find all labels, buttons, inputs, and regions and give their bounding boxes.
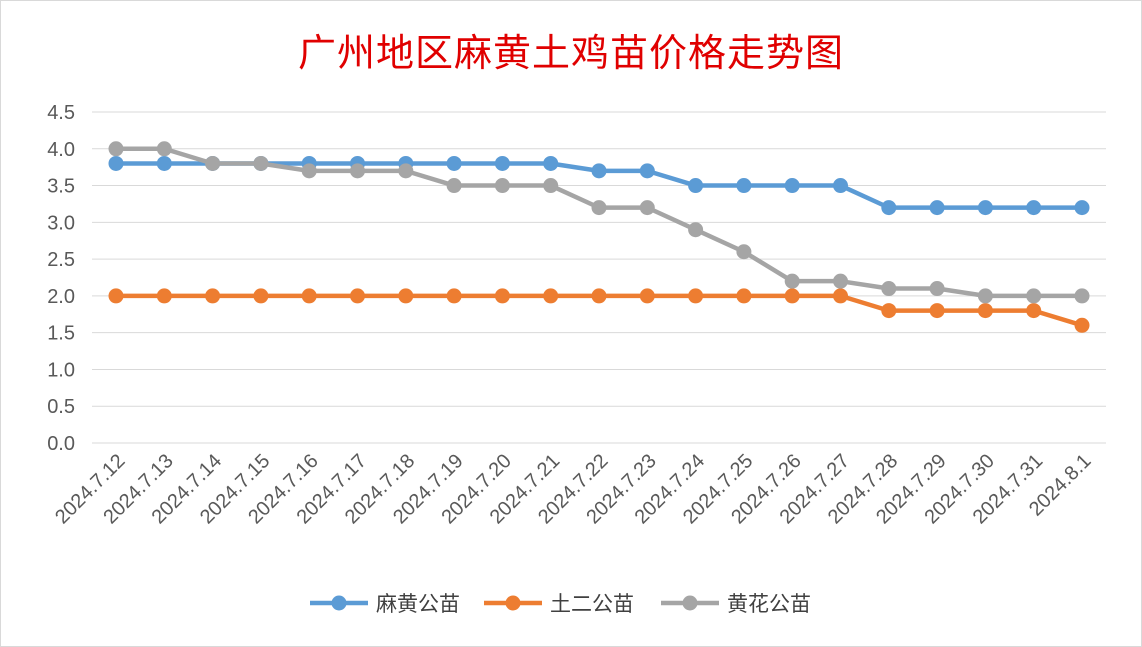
series-3-point bbox=[1074, 288, 1090, 304]
y-tick-label: 3.0 bbox=[47, 212, 75, 234]
series-3-point bbox=[639, 200, 655, 216]
legend-label-2: 土二公苗 bbox=[550, 592, 634, 616]
series-3-point bbox=[784, 273, 800, 289]
series-2-point bbox=[543, 288, 559, 304]
series-2-point bbox=[253, 288, 269, 304]
series-2-point bbox=[591, 288, 607, 304]
series-1-point bbox=[639, 163, 655, 179]
series-2-point bbox=[784, 288, 800, 304]
series-3-point bbox=[108, 141, 124, 157]
series-1-point bbox=[929, 200, 945, 216]
series-2-point bbox=[398, 288, 414, 304]
series-3-point bbox=[446, 178, 462, 194]
series-1-point bbox=[1026, 200, 1042, 216]
series-2-point bbox=[929, 303, 945, 319]
y-tick-label: 4.5 bbox=[47, 102, 75, 124]
series-3-point bbox=[205, 155, 221, 171]
y-tick-label: 0.5 bbox=[47, 396, 75, 418]
series-3-point bbox=[1026, 288, 1042, 304]
y-tick-label: 1.0 bbox=[47, 359, 75, 381]
legend-label-1: 麻黄公苗 bbox=[376, 592, 460, 616]
series-2-point bbox=[156, 288, 172, 304]
series-3-point bbox=[543, 178, 559, 194]
series-3-point bbox=[398, 163, 414, 179]
series-3-point bbox=[253, 155, 269, 171]
series-1-point bbox=[833, 178, 848, 194]
series-3-point bbox=[350, 163, 365, 179]
series-1-point bbox=[494, 155, 510, 171]
series-2-point bbox=[494, 288, 510, 304]
series-1-point bbox=[1074, 200, 1090, 216]
y-tick-label: 2.5 bbox=[47, 249, 75, 271]
series-1-point bbox=[688, 178, 704, 194]
series-1-point bbox=[591, 163, 607, 179]
y-tick-label: 1.5 bbox=[47, 323, 75, 345]
series-1-point bbox=[881, 200, 897, 216]
series-1-point bbox=[543, 155, 559, 171]
legend-marker-3 bbox=[682, 595, 698, 611]
series-1-point bbox=[736, 178, 752, 194]
series-3-point bbox=[156, 141, 172, 157]
series-2-point bbox=[833, 288, 848, 304]
legend-marker-2 bbox=[505, 595, 521, 611]
y-tick-label: 0.0 bbox=[47, 433, 75, 455]
series-3-point bbox=[736, 244, 752, 260]
series-2-point bbox=[1026, 303, 1042, 319]
series-2-point bbox=[736, 288, 752, 304]
chart-title: 广州地区麻黄土鸡苗价格走势图 bbox=[297, 31, 844, 75]
series-2-point bbox=[446, 288, 462, 304]
series-3-point bbox=[301, 163, 317, 179]
series-2-point bbox=[350, 288, 365, 304]
y-tick-label: 2.0 bbox=[47, 286, 75, 308]
series-2-point bbox=[108, 288, 124, 304]
series-2-point bbox=[688, 288, 704, 304]
y-tick-label: 4.0 bbox=[47, 139, 75, 161]
series-2-point bbox=[881, 303, 897, 319]
series-1-point bbox=[108, 155, 124, 171]
series-3-point bbox=[688, 222, 704, 238]
series-3-point bbox=[929, 281, 945, 297]
series-3-point bbox=[977, 288, 993, 304]
legend-label-3: 黄花公苗 bbox=[727, 592, 811, 616]
series-3-point bbox=[494, 178, 510, 194]
series-2-point bbox=[205, 288, 221, 304]
series-2-point bbox=[301, 288, 317, 304]
series-2-point bbox=[977, 303, 993, 319]
legend-marker-1 bbox=[331, 595, 347, 611]
series-2-point bbox=[639, 288, 655, 304]
series-1-point bbox=[977, 200, 993, 216]
series-2-point bbox=[1074, 317, 1090, 333]
series-1-point bbox=[446, 155, 462, 171]
series-1-point bbox=[784, 178, 800, 194]
series-1-point bbox=[156, 155, 172, 171]
y-tick-label: 3.5 bbox=[47, 176, 75, 198]
series-3-point bbox=[881, 281, 897, 297]
series-3-point bbox=[591, 200, 607, 216]
series-3-point bbox=[833, 273, 848, 289]
